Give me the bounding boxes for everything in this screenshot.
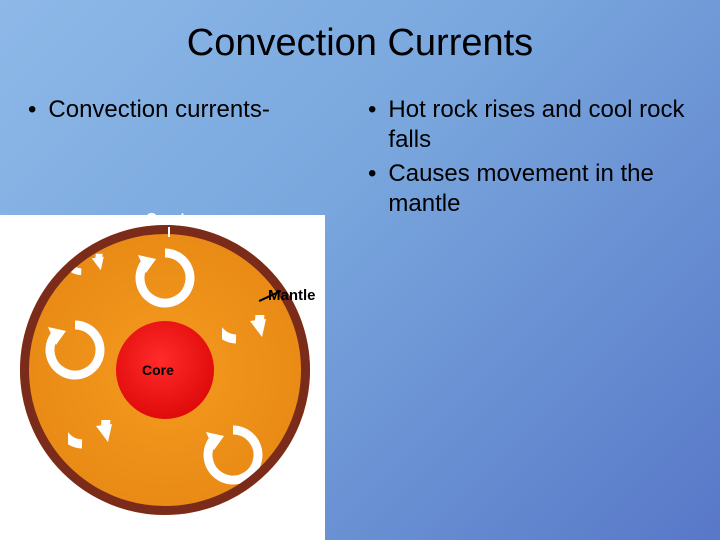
page-title: Convection Currents — [0, 0, 720, 65]
content-row: • Convection currents- • Hot rock rises … — [0, 65, 720, 223]
left-bullet: • Convection currents- — [20, 95, 360, 125]
right-bullet-1-text: Hot rock rises and cool rock falls — [388, 95, 700, 155]
left-bullet-text: Convection currents- — [48, 95, 269, 125]
right-bullet-2: • Causes movement in the mantle — [360, 159, 700, 219]
core-label: Core — [142, 362, 174, 378]
bullet-dot-icon: • — [28, 95, 36, 125]
right-column: • Hot rock rises and cool rock falls • C… — [360, 95, 700, 223]
earth-diagram: Crust Mantle Core — [0, 215, 325, 540]
crust-leader-line — [168, 227, 170, 237]
right-bullet-1: • Hot rock rises and cool rock falls — [360, 95, 700, 155]
bullet-dot-icon: • — [368, 159, 376, 189]
mantle-label: Mantle — [268, 287, 316, 304]
bullet-dot-icon: • — [368, 95, 376, 125]
right-bullet-2-text: Causes movement in the mantle — [388, 159, 700, 219]
left-column: • Convection currents- — [20, 95, 360, 223]
crust-label: Crust — [146, 210, 185, 227]
